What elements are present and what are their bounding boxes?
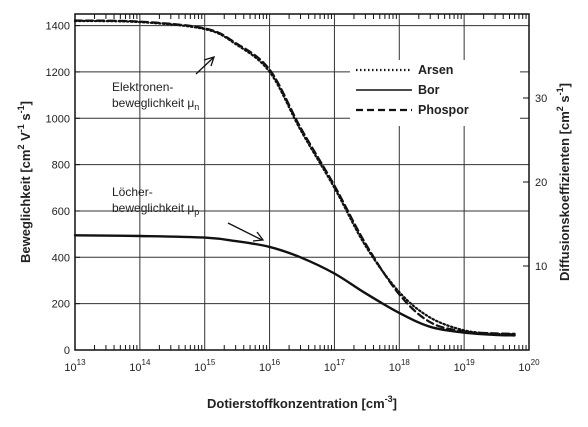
annotation-electron-sub: n <box>194 102 199 112</box>
y2-tick-label: 20 <box>535 177 547 189</box>
x-tick-label: 1013 <box>64 358 86 374</box>
y2-tick-label: 30 <box>535 93 547 105</box>
x-tick-base: 10 <box>518 362 530 374</box>
legend-label-phospor: Phospor <box>418 103 469 117</box>
x-tick-base: 10 <box>64 362 76 374</box>
x-tick-label: 1020 <box>518 358 540 374</box>
annotation-electron-arrowhead <box>203 56 216 67</box>
annotation-electron-arrow <box>195 57 214 75</box>
x-tick-exponent: 20 <box>531 358 540 367</box>
y-tick-label: 200 <box>52 299 70 311</box>
annotation-hole-line2: beweglichkeit μp <box>112 201 199 217</box>
x-tick-exponent: 18 <box>401 358 410 367</box>
y-tick-label: 0 <box>64 345 70 357</box>
x-tick-base: 10 <box>454 362 466 374</box>
series-line-arsen <box>73 19 516 336</box>
y-tick-label: 1200 <box>46 67 70 79</box>
annotation-electron-line2: beweglichkeit μn <box>112 96 199 112</box>
legend-box <box>350 60 520 126</box>
y2-axis-title: Diffusionskoeffizienten [cm2 s-1] <box>555 83 572 281</box>
x-tick-label: 1017 <box>324 358 346 374</box>
legend: Arsen Bor Phospor <box>350 60 520 126</box>
x-tick-label: 1019 <box>454 358 476 374</box>
y2-tick-labels: 10 20 30 <box>535 93 547 273</box>
x-tick-label: 1016 <box>259 358 281 374</box>
y-tick-label: 1400 <box>46 21 70 33</box>
x-tick-exponent: 17 <box>336 358 345 367</box>
x-tick-base: 10 <box>129 362 141 374</box>
annotation-hole-line1: Löcher- <box>112 185 153 199</box>
y-axis-title: Beweglichkeit [cm2 V-1 s-1] <box>16 101 33 263</box>
legend-label-bor: Bor <box>418 83 440 97</box>
y-tick-label: 1000 <box>46 113 70 125</box>
x-tick-exponent: 19 <box>466 358 475 367</box>
annotation-electron-text: beweglichkeit μ <box>112 96 194 110</box>
x-tick-labels: 1013 1014 1015 1016 1017 1018 1019 1020 <box>64 358 540 374</box>
x-tick-label: 1015 <box>194 358 216 374</box>
annotation-electron: Elektronen- beweglichkeit μn <box>112 56 216 112</box>
annotation-hole-arrowhead <box>252 231 265 242</box>
x-tick-base: 10 <box>389 362 401 374</box>
series-lines <box>73 19 516 337</box>
x-tick-label: 1018 <box>389 358 411 374</box>
x-tick-exponent: 14 <box>142 358 151 367</box>
series-line-phospor <box>73 19 516 335</box>
y-tick-label: 600 <box>52 206 70 218</box>
annotation-hole-text: beweglichkeit μ <box>112 201 194 215</box>
annotation-hole: Löcher- beweglichkeit μp <box>112 185 265 242</box>
legend-label-arsen: Arsen <box>418 63 453 77</box>
annotation-electron-line1: Elektronen- <box>112 80 173 94</box>
x-tick-label: 1014 <box>129 358 151 374</box>
y2-tick-label: 10 <box>535 261 547 273</box>
x-tick-base: 10 <box>259 362 271 374</box>
y-tick-label: 400 <box>52 252 70 264</box>
x-tick-exponent: 16 <box>271 358 280 367</box>
x-axis-title: Dotierstoffkonzentration [cm-3] <box>207 394 397 411</box>
x-tick-exponent: 13 <box>77 358 86 367</box>
annotation-hole-arrow <box>227 222 263 241</box>
x-tick-base: 10 <box>324 362 336 374</box>
y-tick-label: 800 <box>52 160 70 172</box>
ticks <box>75 14 529 351</box>
annotation-hole-sub: p <box>194 207 199 217</box>
x-tick-exponent: 15 <box>206 358 215 367</box>
y-tick-labels: 0 200 400 600 800 1000 1200 1400 <box>46 21 70 357</box>
x-tick-base: 10 <box>194 362 206 374</box>
